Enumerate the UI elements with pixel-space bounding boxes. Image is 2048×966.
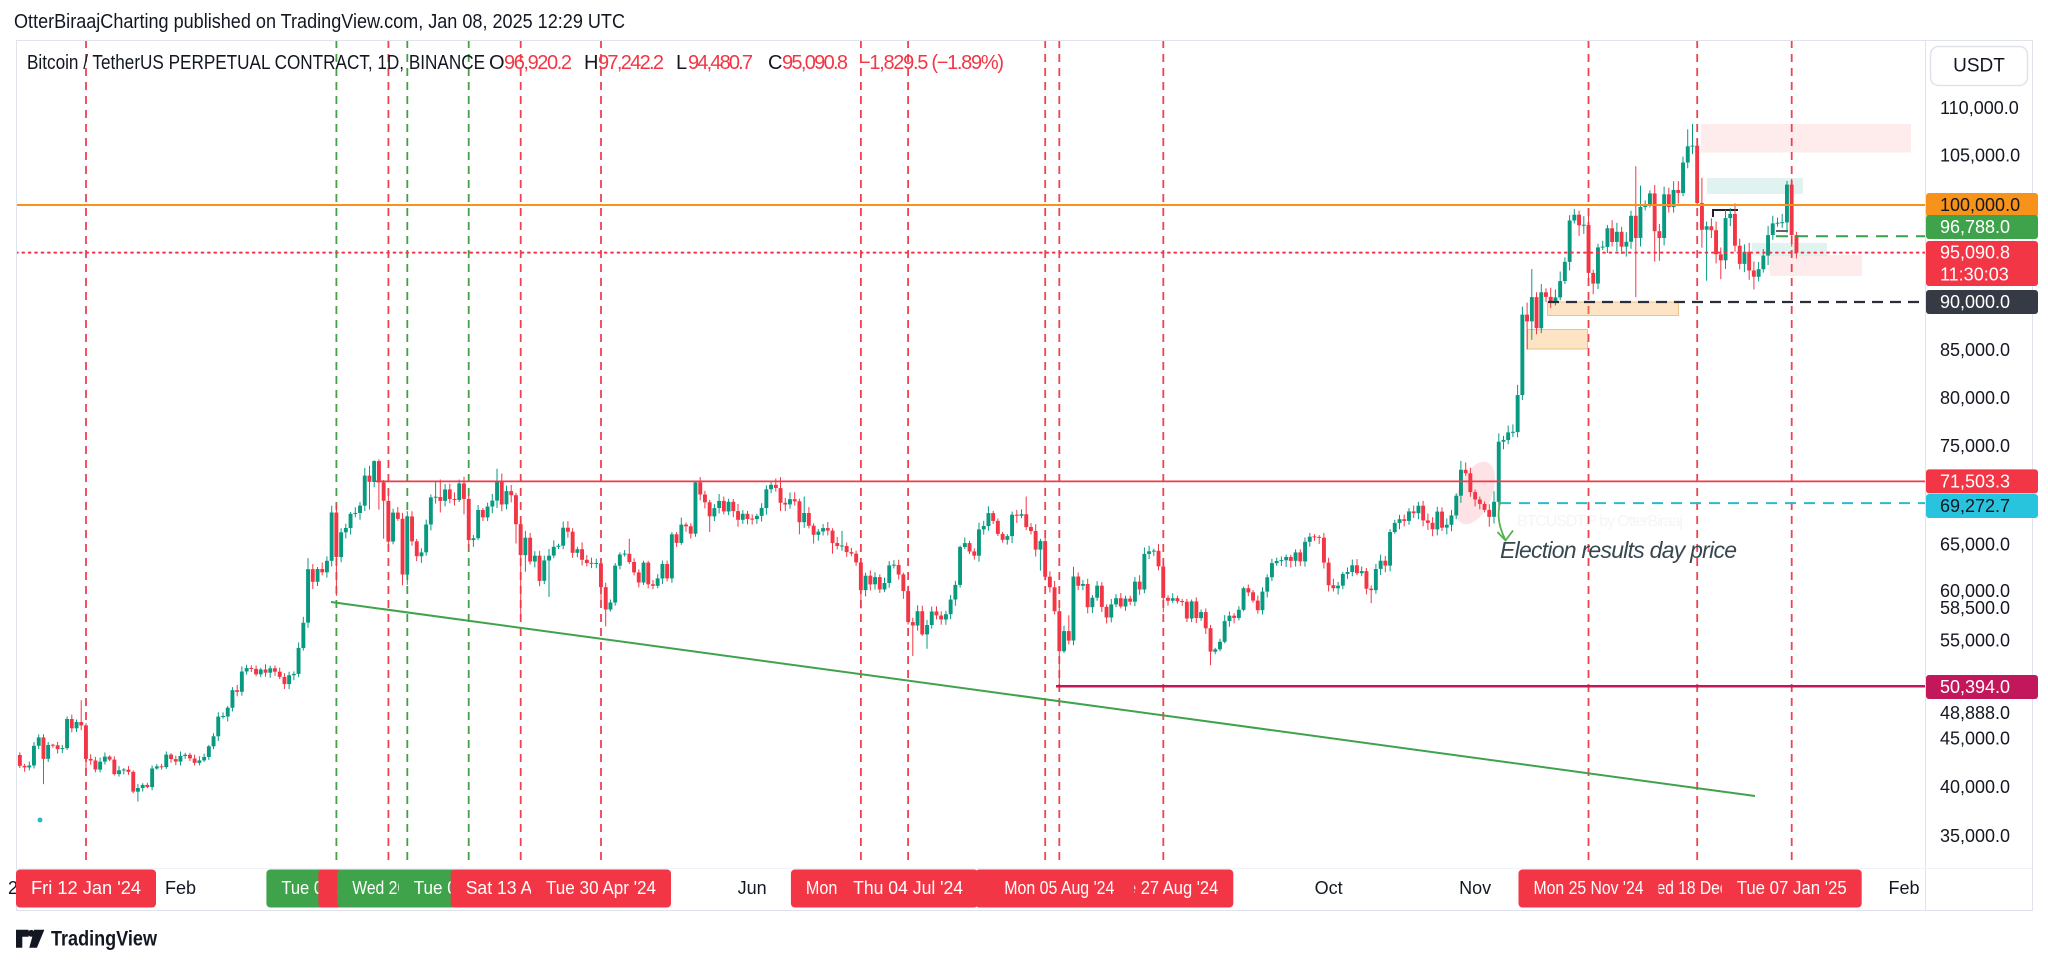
svg-text:71,503.3: 71,503.3 — [1940, 471, 2010, 491]
svg-text:90,000.0: 90,000.0 — [1940, 292, 2010, 312]
svg-text:110,000.0: 110,000.0 — [1940, 98, 2019, 118]
svg-text:60,000.0: 60,000.0 — [1940, 581, 2010, 601]
svg-text:Feb: Feb — [165, 878, 196, 898]
svg-text:48,888.0: 48,888.0 — [1940, 703, 2010, 723]
svg-text:35,000.0: 35,000.0 — [1940, 826, 2010, 846]
svg-text:Nov: Nov — [1459, 878, 1491, 898]
svg-text:Mon 05 Aug '24: Mon 05 Aug '24 — [1004, 878, 1114, 898]
svg-text:75,000.0: 75,000.0 — [1940, 436, 2010, 456]
svg-text:80,000.0: 80,000.0 — [1940, 388, 2010, 408]
svg-text:65,000.0: 65,000.0 — [1940, 535, 2010, 555]
svg-text:95,090.8: 95,090.8 — [782, 52, 848, 74]
svg-text:OtterBiraajCharting published: OtterBiraajCharting published on Trading… — [14, 11, 625, 33]
svg-text:96,920.2: 96,920.2 — [504, 52, 572, 74]
svg-text:Thu 04 Jul '24: Thu 04 Jul '24 — [853, 878, 963, 898]
svg-text:105,000.0: 105,000.0 — [1940, 146, 2020, 166]
svg-text:45,000.0: 45,000.0 — [1940, 729, 2010, 749]
svg-text:55,000.0: 55,000.0 — [1940, 631, 2010, 651]
svg-text:95,090.8: 95,090.8 — [1940, 243, 2010, 263]
svg-text:C: C — [768, 52, 782, 74]
svg-text:Feb: Feb — [1888, 878, 1919, 898]
svg-text:50,394.0: 50,394.0 — [1940, 677, 2010, 697]
svg-text:Tue 27 Aug '24: Tue 27 Aug '24 — [1108, 878, 1218, 898]
svg-text:Jun: Jun — [738, 878, 767, 898]
svg-text:Oct: Oct — [1315, 878, 1343, 898]
svg-text:O: O — [489, 52, 505, 74]
svg-text:11:30:03: 11:30:03 — [1940, 265, 2009, 285]
svg-text:96,788.0: 96,788.0 — [1940, 217, 2010, 237]
svg-text:58,500.0: 58,500.0 — [1940, 598, 2010, 618]
svg-text:BTCUSDT.P by OtterBiraaj: BTCUSDT.P by OtterBiraaj — [1517, 513, 1683, 530]
svg-text:97,242.2: 97,242.2 — [598, 52, 664, 74]
svg-text:H: H — [584, 52, 598, 74]
svg-text:−1,829.5 (−1.89%): −1,829.5 (−1.89%) — [859, 52, 1004, 74]
svg-text:Bitcoin / TetherUS PERPETUAL C: Bitcoin / TetherUS PERPETUAL CONTRACT, 1… — [27, 52, 485, 74]
svg-text:Mon 25 Nov '24: Mon 25 Nov '24 — [1534, 878, 1644, 898]
svg-text:TradingView: TradingView — [51, 928, 158, 951]
svg-text:94,480.7: 94,480.7 — [688, 52, 753, 74]
svg-text:L: L — [676, 52, 687, 74]
svg-text:69,272.7: 69,272.7 — [1940, 496, 2010, 516]
svg-text:Fri 12 Jan '24: Fri 12 Jan '24 — [31, 878, 141, 898]
svg-text:100,000.0: 100,000.0 — [1940, 195, 2020, 215]
svg-text:Tue 07 Jan '25: Tue 07 Jan '25 — [1737, 878, 1847, 898]
svg-text:Tue 30 Apr '24: Tue 30 Apr '24 — [546, 878, 656, 898]
svg-text:Election results day price: Election results day price — [1500, 537, 1737, 563]
svg-text:85,000.0: 85,000.0 — [1940, 340, 2010, 360]
svg-text:40,000.0: 40,000.0 — [1940, 777, 2010, 797]
svg-text:USDT: USDT — [1953, 56, 2005, 77]
